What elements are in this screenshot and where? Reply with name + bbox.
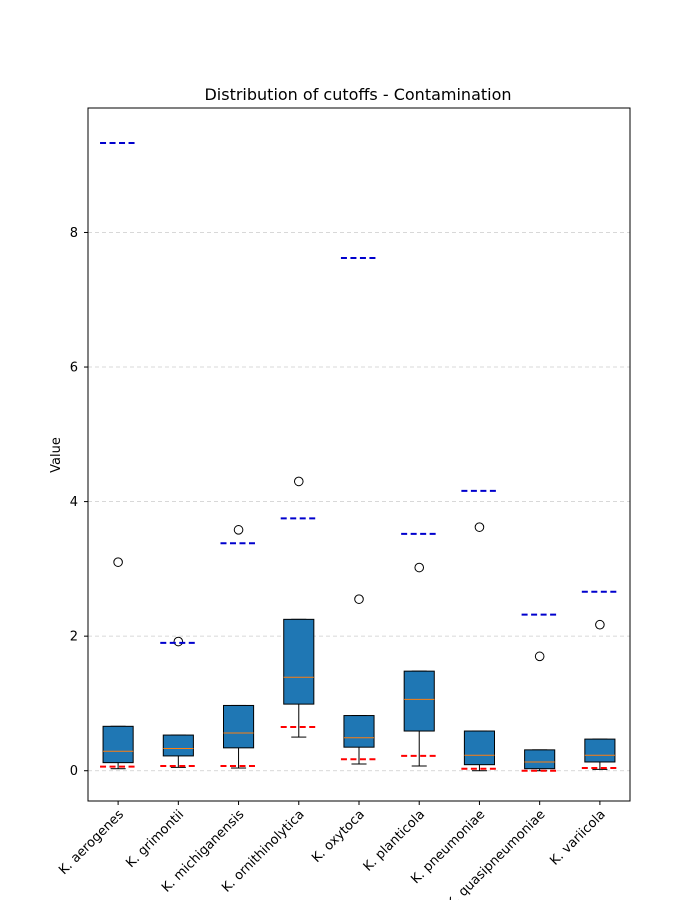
box (223, 704, 255, 749)
y-tick-label: 8 (70, 226, 78, 241)
plot-frame (87, 107, 631, 802)
box (403, 670, 435, 732)
outlier-point (474, 522, 485, 532)
x-tick-label: K. grimontii (123, 807, 187, 871)
box (524, 749, 556, 770)
x-tick-label: K. quasipneumoniae (444, 807, 549, 900)
outlier-point (233, 525, 244, 535)
box (283, 618, 315, 705)
x-tick-label: K. variicola (547, 807, 608, 868)
plot-marks (100, 141, 618, 772)
box (162, 734, 194, 757)
outlier-point (113, 557, 123, 567)
y-tick-label: 2 (70, 630, 78, 645)
grid (88, 232, 630, 772)
box (463, 730, 495, 766)
outlier-point (534, 651, 545, 662)
outlier-point (595, 619, 605, 630)
outlier-point (293, 476, 304, 487)
y-axis-label: Value (49, 437, 64, 473)
box (102, 725, 134, 764)
y-tick-label: 4 (70, 495, 78, 510)
x-tick-label: K. planticola (361, 807, 428, 874)
outlier-point (414, 562, 425, 573)
outlier-point (173, 636, 184, 647)
y-tick-label: 0 (70, 764, 78, 779)
box (584, 738, 616, 763)
outlier-point (354, 594, 364, 604)
x-tick-label: K. aerogenes (56, 807, 127, 878)
box (343, 715, 375, 748)
x-tick-label: K. oxytoca (309, 807, 368, 866)
chart-title: Distribution of cutoffs - Contamination (204, 85, 511, 104)
y-tick-label: 6 (70, 361, 78, 376)
